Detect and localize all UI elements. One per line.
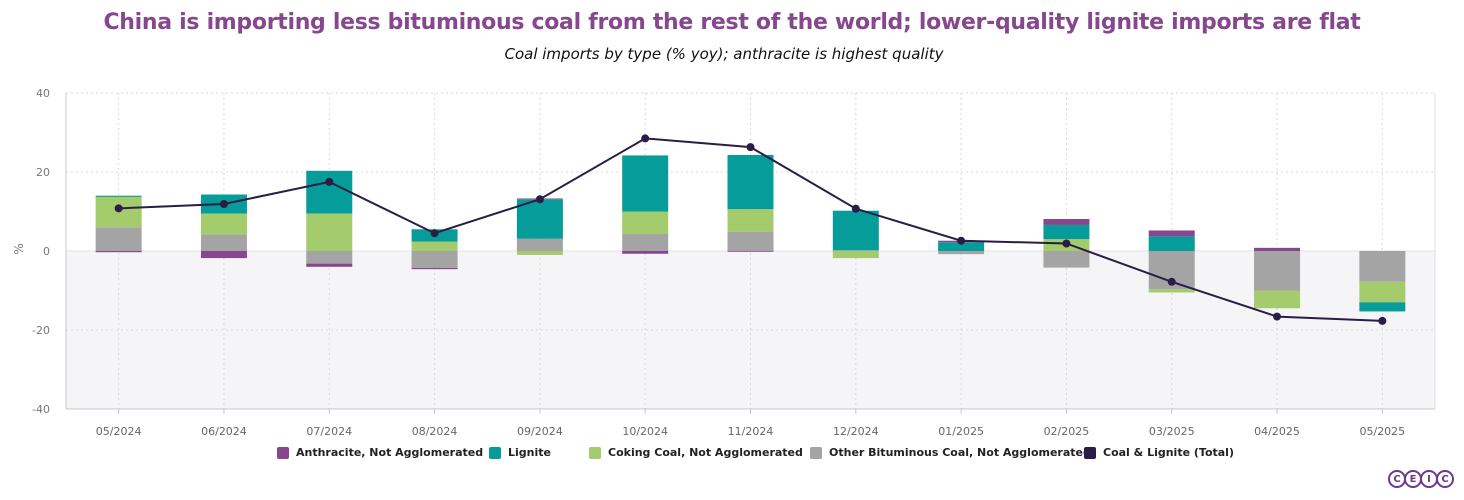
bar-bituminous — [622, 234, 669, 251]
point-total — [1273, 312, 1282, 321]
bar-anthracite — [622, 251, 669, 254]
chart-legend: Anthracite, Not Agglomerated Lignite Cok… — [0, 446, 1464, 466]
x-tick-label: 10/2024 — [622, 425, 668, 438]
bar-lignite — [95, 195, 142, 197]
bar-coking — [727, 209, 774, 232]
x-tick-label: 05/2025 — [1359, 425, 1405, 438]
legend-swatch-lignite — [489, 446, 501, 459]
bar-coking — [1254, 290, 1301, 309]
bar-coking — [1148, 289, 1195, 293]
x-tick-label: 05/2024 — [96, 425, 142, 438]
legend-item-anthracite[interactable]: Anthracite, Not Agglomerated — [277, 446, 483, 459]
x-tick-label: 06/2024 — [201, 425, 247, 438]
bar-lignite — [832, 210, 879, 251]
bar-anthracite — [1043, 219, 1090, 225]
point-total — [535, 195, 544, 204]
y-tick-label: 0 — [43, 245, 50, 258]
bar-lignite — [1359, 302, 1406, 312]
legend-label-bituminous: Other Bituminous Coal, Not Agglomerated — [829, 446, 1091, 459]
bar-anthracite — [1254, 247, 1301, 251]
bar-bituminous — [938, 251, 985, 255]
x-tick-label: 11/2024 — [728, 425, 774, 438]
bar-bituminous — [516, 238, 563, 251]
legend-label-anthracite: Anthracite, Not Agglomerated — [296, 446, 484, 459]
bar-coking — [622, 211, 669, 235]
bar-bituminous — [306, 251, 353, 264]
legend-label-total: Coal & Lignite (Total) — [1103, 446, 1234, 459]
y-tick-label: 40 — [36, 87, 50, 100]
point-total — [114, 204, 123, 213]
x-tick-label: 09/2024 — [517, 425, 563, 438]
point-total — [851, 204, 860, 213]
x-tick-label: 08/2024 — [412, 425, 458, 438]
point-total — [1378, 316, 1387, 325]
bar-bituminous — [411, 251, 458, 268]
bar-coking — [1359, 281, 1406, 303]
bar-coking — [306, 213, 353, 251]
bar-anthracite — [306, 263, 353, 267]
bar-coking — [832, 251, 879, 259]
bar-lignite — [306, 170, 353, 214]
x-tick-label: 03/2025 — [1149, 425, 1195, 438]
point-total — [746, 143, 755, 152]
bar-bituminous — [1359, 251, 1406, 282]
x-tick-label: 04/2025 — [1254, 425, 1300, 438]
bar-lignite — [516, 199, 563, 239]
legend-item-lignite[interactable]: Lignite — [489, 446, 551, 459]
bar-lignite — [727, 155, 774, 210]
bar-bituminous — [95, 227, 142, 251]
bar-anthracite — [95, 251, 142, 253]
logo-letter-4: C — [1436, 470, 1454, 488]
bar-bituminous — [727, 231, 774, 251]
x-tick-label: 02/2025 — [1044, 425, 1090, 438]
bar-anthracite — [727, 251, 774, 252]
point-total — [325, 177, 334, 186]
bar-anthracite — [200, 251, 247, 259]
chart-title: China is importing less bituminous coal … — [103, 10, 1361, 35]
x-tick-label: 12/2024 — [833, 425, 879, 438]
legend-item-coking[interactable]: Coking Coal, Not Agglomerated — [589, 446, 803, 459]
bar-coking — [411, 241, 458, 251]
bar-bituminous — [1254, 251, 1301, 291]
bar-lignite — [1043, 224, 1090, 240]
point-total — [1062, 239, 1071, 248]
legend-label-coking: Coking Coal, Not Agglomerated — [608, 446, 803, 459]
y-tick-label: 20 — [36, 166, 50, 179]
point-total — [219, 199, 228, 208]
bar-anthracite — [411, 267, 458, 270]
bar-coking — [516, 251, 563, 255]
legend-swatch-total — [1084, 446, 1096, 459]
bar-lignite — [622, 155, 669, 212]
bar-bituminous — [200, 234, 247, 251]
point-total — [430, 229, 439, 238]
bar-bituminous — [1043, 251, 1090, 268]
legend-label-lignite: Lignite — [508, 446, 551, 459]
chart-subtitle: Coal imports by type (% yoy); anthracite… — [504, 45, 944, 63]
logo-letter-1: C — [1388, 470, 1406, 488]
point-total — [1167, 277, 1176, 286]
bar-lignite — [1148, 236, 1195, 251]
legend-swatch-coking — [589, 446, 601, 459]
bar-anthracite — [1148, 230, 1195, 237]
point-total — [957, 236, 966, 245]
bar-lignite — [938, 242, 985, 251]
legend-swatch-anthracite — [277, 446, 289, 459]
legend-item-bituminous[interactable]: Other Bituminous Coal, Not Agglomerated — [810, 446, 1091, 459]
bar-coking — [200, 213, 247, 235]
y-axis-label: % — [12, 243, 26, 254]
legend-swatch-bituminous — [810, 446, 822, 459]
point-total — [641, 134, 650, 143]
x-tick-label: 07/2024 — [306, 425, 352, 438]
y-tick-label: -40 — [32, 403, 50, 416]
legend-item-total[interactable]: Coal & Lignite (Total) — [1084, 446, 1234, 459]
x-tick-label: 01/2025 — [938, 425, 984, 438]
bar-bituminous — [832, 250, 879, 251]
y-tick-label: -20 — [32, 324, 50, 337]
ceic-logo: C E I C — [1388, 470, 1454, 488]
